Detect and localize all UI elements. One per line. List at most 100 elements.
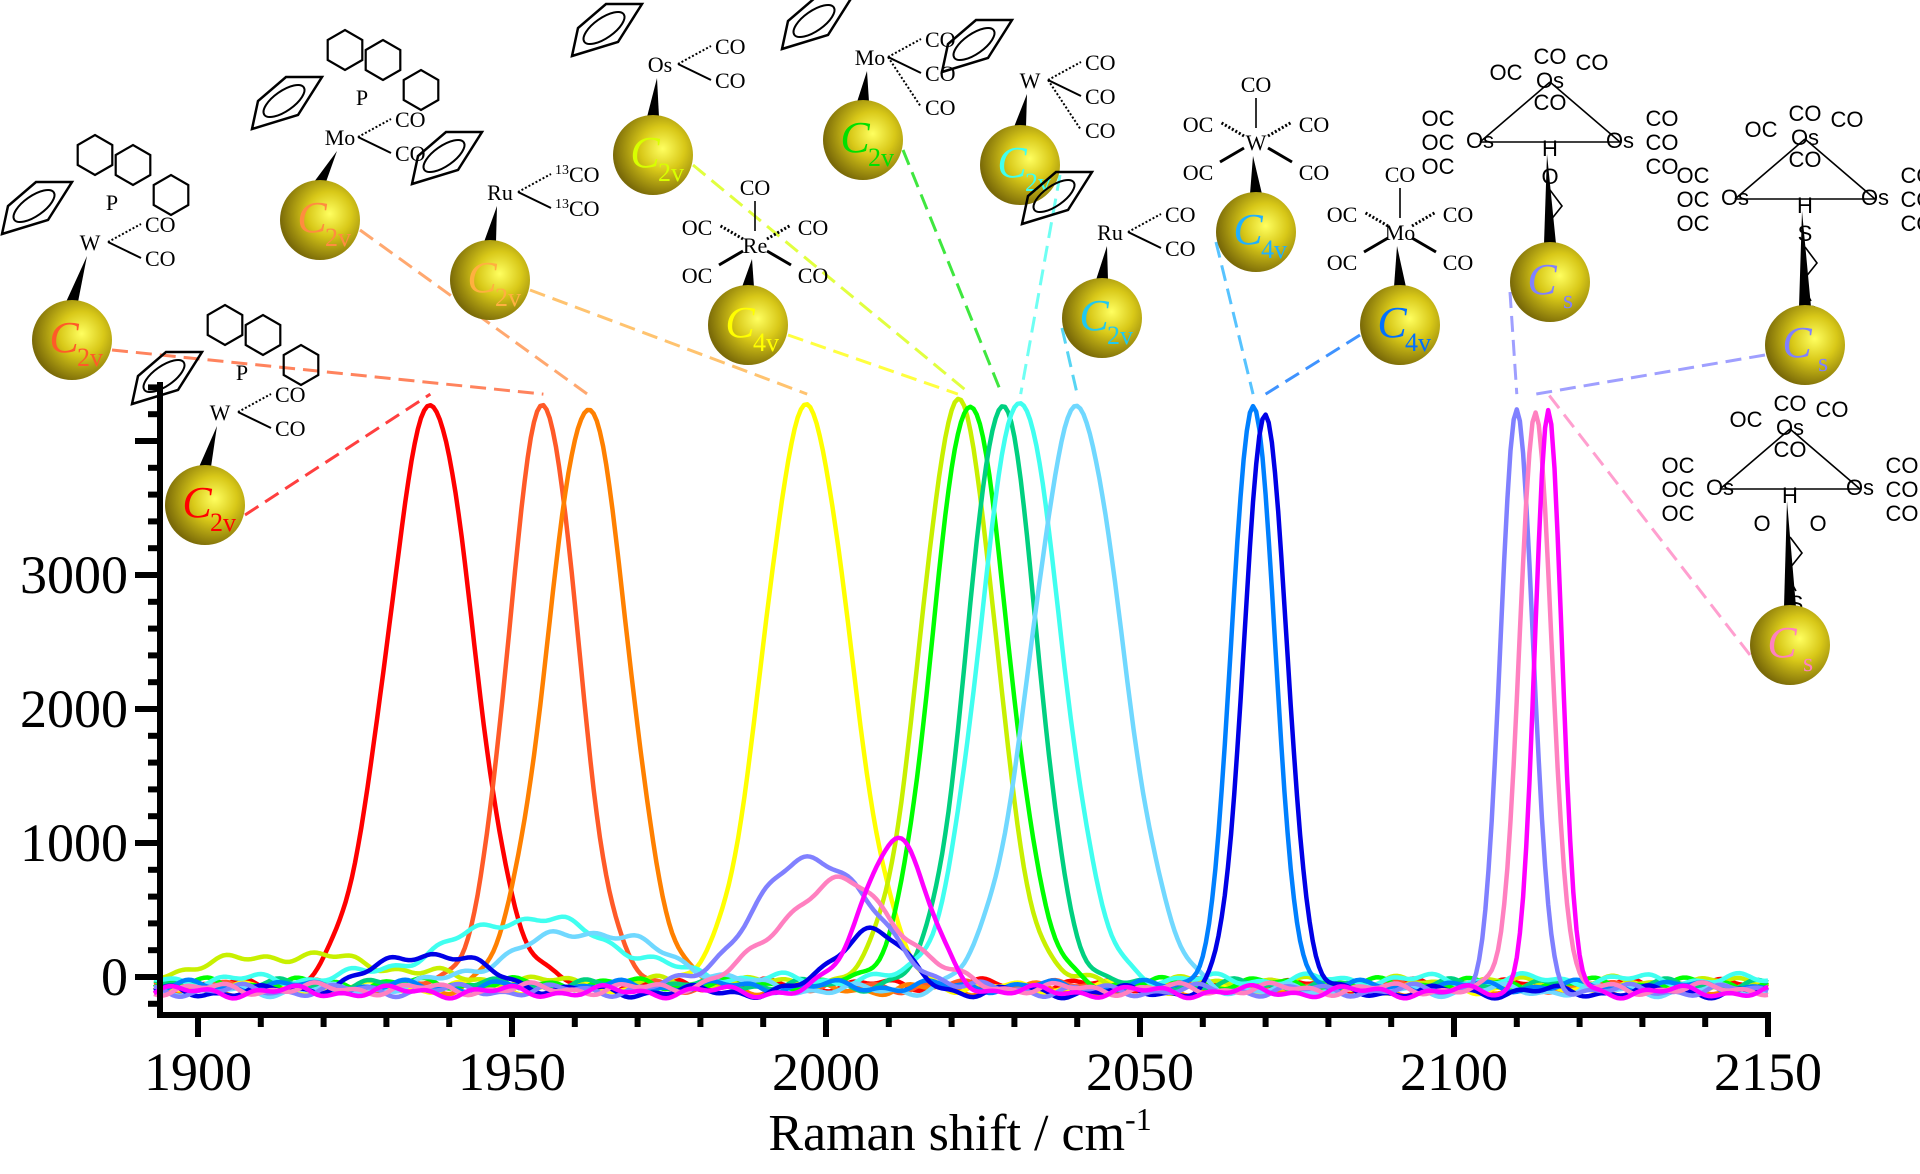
carbonyl-label: CO [1299, 160, 1330, 185]
phenyl-ring-icon [114, 143, 152, 187]
point-group-subscript: 4v [1261, 235, 1287, 264]
osmium-label: Os [1706, 475, 1734, 500]
cyclohexyl-ring-icon [206, 303, 244, 347]
bond-wedge [1096, 246, 1108, 280]
bond-line [237, 393, 272, 413]
gold-particle-icon [613, 115, 693, 195]
aromatic-ring-icon [952, 26, 996, 62]
leader-line-cpru-13co [529, 288, 808, 396]
x-tick-label: 2000 [772, 1042, 880, 1102]
bond-line [718, 249, 744, 267]
bond-wedge [1784, 501, 1796, 607]
bond-line [887, 38, 922, 58]
point-group-subscript: 2v [77, 343, 103, 372]
point-group-subscript: 2v [658, 158, 684, 187]
metal-label: Mo [855, 45, 886, 70]
point-group-subscript: 2v [868, 143, 894, 172]
aromatic-ring-icon [422, 138, 466, 174]
carbonyl-label: OC [1677, 163, 1710, 188]
carbonyl-label: CO [1831, 107, 1864, 132]
carbonyl-label: CO [798, 215, 829, 240]
bridging-oxygen-label: O [1809, 511, 1826, 536]
carbonyl-label: OC [682, 263, 713, 288]
carbonyl-label: CO [925, 27, 956, 52]
axial-carbonyl-label: CO [1385, 162, 1416, 187]
carbonyl-label: CO [925, 95, 956, 120]
bond-line [357, 136, 392, 154]
metal-label: Re [743, 233, 767, 258]
carbonyl-label: CO [1534, 44, 1567, 69]
point-group-subscript: 2v [1025, 168, 1051, 197]
os-os-bond [1734, 138, 1806, 200]
bond-wedge [1250, 156, 1262, 194]
bond-line [887, 56, 922, 74]
point-group-subscript: 2v [210, 508, 236, 537]
bond-line [1219, 146, 1245, 164]
metal-label: Ru [1097, 220, 1123, 245]
carbonyl-label: OC [682, 215, 713, 240]
os-os-bond [1719, 428, 1791, 490]
carbonyl-label: CO [1534, 90, 1567, 115]
leader-lines [111, 149, 1766, 656]
point-group-label: C [1377, 298, 1407, 347]
carbonyl-label: OC [1677, 187, 1710, 212]
metal-label: Os [648, 52, 672, 77]
x-tick-label: 2100 [1400, 1042, 1508, 1102]
point-group-label: C [297, 193, 327, 242]
bond-line [1219, 120, 1245, 138]
bond-line [677, 63, 712, 81]
carbonyl-label: CO [1886, 501, 1919, 526]
bond-line [107, 241, 142, 259]
gold-particle-icon [1062, 278, 1142, 358]
x-tick-label: 1950 [458, 1042, 566, 1102]
molecule-os3-s: OsOsOsHCOOCCOCOOCCOOCCOOCCOSSCs [1677, 101, 1920, 385]
leader-line-os3-o2c [1547, 393, 1752, 656]
gold-particle-icon [1216, 192, 1296, 272]
point-group-label: C [1527, 255, 1557, 304]
metal-label: W [1246, 130, 1267, 155]
osmium-label: Os [1791, 125, 1819, 150]
bond-wedge [199, 426, 217, 467]
series-layer [152, 396, 1770, 1001]
bond-line [1267, 146, 1293, 164]
bond-line [1127, 213, 1162, 233]
series-line-11 [153, 412, 1769, 1001]
point-group-label: C [1782, 318, 1812, 367]
osmium-label: Os [1861, 185, 1889, 210]
carbonyl-label: CO [145, 212, 176, 237]
13co-label: 13CO [555, 196, 600, 221]
carbonyl-label: OC [1662, 501, 1695, 526]
axial-carbonyl-label: CO [1241, 72, 1272, 97]
leader-line-cpw-co3 [1019, 174, 1062, 395]
bond-line [357, 118, 392, 138]
x-tick-label: 2150 [1714, 1042, 1822, 1102]
carbonyl-label: OC [1730, 407, 1763, 432]
carbonyl-label: OC [1490, 60, 1523, 85]
carbonyl-label: OC [1662, 477, 1695, 502]
carbonyl-label: CO [798, 263, 829, 288]
bond-line [517, 173, 552, 193]
bond-line [1363, 210, 1389, 228]
gold-particle-icon [1510, 242, 1590, 322]
carbonyl-label: CO [1299, 112, 1330, 137]
point-group-subscript: s [1563, 285, 1573, 314]
carbonyl-label: CO [275, 382, 306, 407]
osmium-label: Os [1536, 68, 1564, 93]
carbonyl-label: CO [715, 68, 746, 93]
alkyl-linker [1785, 536, 1804, 592]
carbonyl-label: OC [1677, 211, 1710, 236]
metal-label: W [210, 400, 231, 425]
bond-line [517, 191, 552, 209]
metal-label: W [80, 230, 101, 255]
carbonyl-label: CO [145, 246, 176, 271]
bond-line [1047, 61, 1082, 81]
os-os-bond [1804, 138, 1876, 200]
cyclopentadienyl-icon [940, 18, 1015, 74]
carbonyl-label: CO [1901, 187, 1920, 212]
leader-line-os3-s [1535, 353, 1766, 396]
phenyl-ring-icon [326, 28, 364, 72]
y-tick-label: 3000 [20, 545, 128, 605]
bond-line [766, 249, 792, 267]
